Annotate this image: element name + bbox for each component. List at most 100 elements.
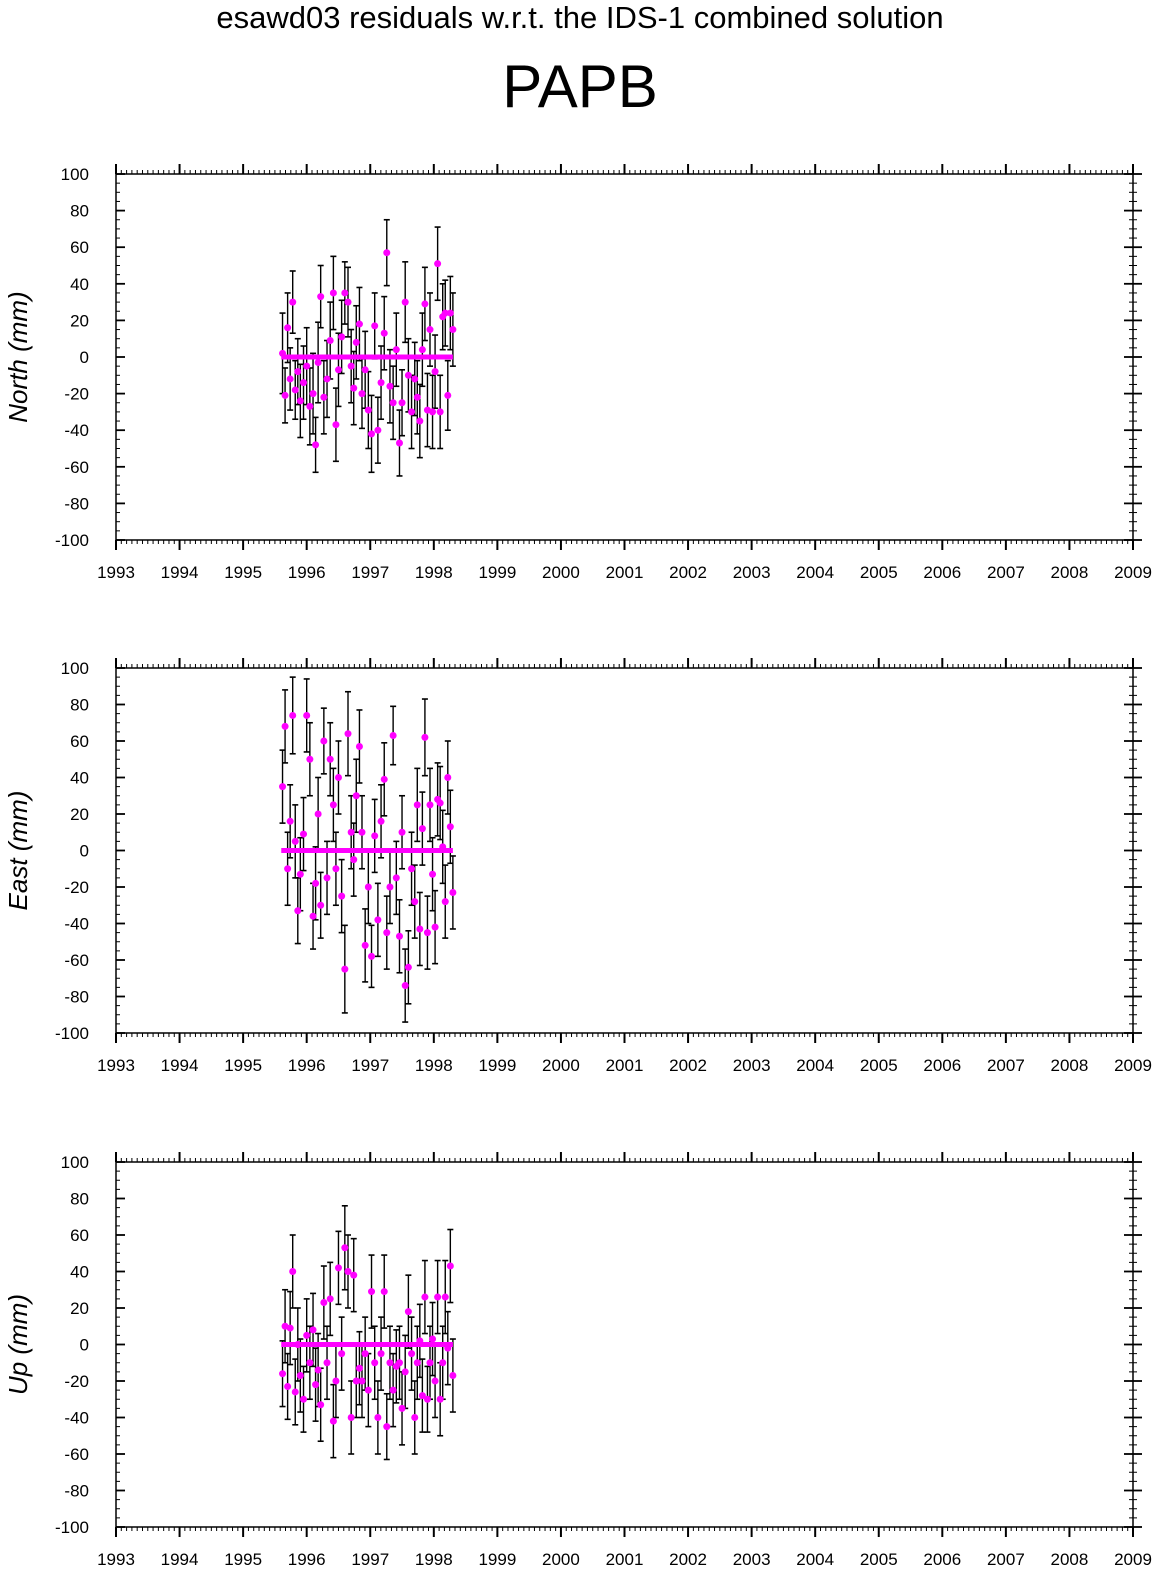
data-point [421, 300, 429, 308]
data-point [286, 817, 294, 825]
data-point [364, 1386, 372, 1394]
data-point [352, 1377, 360, 1385]
data-point [416, 417, 424, 425]
data-point [392, 874, 400, 882]
data-point [423, 1395, 431, 1403]
y-tick-label: -100 [55, 1024, 89, 1043]
data-point [371, 832, 379, 840]
panel-east: 1993 1994 1995 1996 1997 1998 1999 2000 2001 2002… [3, 658, 1152, 1075]
data-point [418, 825, 426, 833]
x-tick-label: 1993 [97, 1056, 135, 1075]
data-point [303, 711, 311, 719]
data-point [368, 952, 376, 960]
data-point [404, 371, 412, 379]
y-tick-label: 80 [70, 202, 89, 221]
y-tick-label: 80 [70, 1190, 89, 1209]
data-point [332, 865, 340, 873]
data-point [309, 912, 317, 920]
data-point [281, 722, 289, 730]
data-point [401, 982, 409, 990]
data-point [429, 1335, 437, 1343]
data-point [411, 1414, 419, 1421]
data-point [401, 1368, 409, 1376]
plot-frame [115, 667, 1134, 1034]
data-point [395, 932, 403, 940]
data-point [449, 888, 457, 896]
data-point [306, 402, 314, 410]
x-tick-label: 2008 [1051, 563, 1089, 582]
x-tick-label: 1996 [288, 563, 326, 582]
data-point [408, 865, 416, 873]
data-point [294, 368, 302, 376]
x-tick-label: 1995 [224, 1056, 262, 1075]
data-point [398, 399, 406, 407]
data-point [371, 322, 379, 330]
data-point [289, 298, 297, 306]
data-point [279, 1370, 287, 1378]
x-tick-label: 2008 [1051, 1056, 1089, 1075]
y-tick-label: 20 [70, 1299, 89, 1318]
y-tick-label: 60 [70, 1226, 89, 1245]
data-point [355, 320, 363, 328]
data-point [395, 1359, 403, 1367]
data-point [306, 1359, 314, 1367]
x-tick-label: 2009 [1114, 1056, 1152, 1075]
y-tick-label: 0 [80, 348, 89, 367]
data-point [284, 324, 292, 332]
data-point [364, 883, 372, 891]
x-tick-label: 1996 [288, 1056, 326, 1075]
data-point [426, 1359, 434, 1367]
x-tick-label: 2003 [733, 1550, 771, 1569]
data-point [344, 730, 352, 738]
data-point [431, 1377, 439, 1385]
data-point [347, 362, 355, 370]
data-point [404, 1308, 412, 1316]
data-point [426, 801, 434, 809]
data-point [309, 1326, 317, 1334]
x-tick-label: 1997 [351, 1550, 389, 1569]
y-tick-label: 0 [80, 842, 89, 861]
data-point [377, 379, 385, 387]
y-tick-label: -20 [64, 878, 89, 897]
data-point [338, 333, 346, 341]
data-point [309, 390, 317, 398]
data-point [296, 397, 304, 405]
y-tick-label: -20 [64, 1372, 89, 1391]
data-point [423, 929, 431, 937]
data-point [281, 391, 289, 399]
x-tick-label: 2009 [1114, 563, 1152, 582]
data-point [439, 1359, 447, 1367]
data-point [300, 830, 308, 838]
x-tick-label: 2000 [542, 563, 580, 582]
data-point [338, 1350, 346, 1358]
data-point [317, 1401, 325, 1409]
y-tick-label: -40 [64, 915, 89, 934]
data-point [401, 298, 409, 306]
data-point [341, 1244, 349, 1252]
data-point [431, 923, 439, 931]
data-point [291, 837, 299, 845]
x-tick-label: 2006 [923, 563, 961, 582]
y-tick-label: 100 [61, 165, 89, 184]
data-point [296, 1372, 304, 1380]
data-point [413, 393, 421, 401]
data-point [286, 375, 294, 383]
data-point [398, 1404, 406, 1412]
data-point [303, 1331, 311, 1339]
data-point [323, 874, 331, 882]
station-name: PAPB [502, 53, 658, 120]
data-point [404, 963, 412, 971]
y-tick-label: -60 [64, 458, 89, 477]
x-tick-label: 2006 [923, 1550, 961, 1569]
x-tick-label: 2001 [606, 1550, 644, 1569]
x-tick-label: 2008 [1051, 1550, 1089, 1569]
data-point [374, 916, 382, 924]
y-tick-label: 80 [70, 696, 89, 715]
data-point [329, 289, 337, 297]
x-tick-label: 2004 [796, 1056, 834, 1075]
y-tick-label: -80 [64, 988, 89, 1007]
data-point [416, 1337, 424, 1345]
data-point [383, 929, 391, 937]
data-point [449, 1372, 457, 1380]
